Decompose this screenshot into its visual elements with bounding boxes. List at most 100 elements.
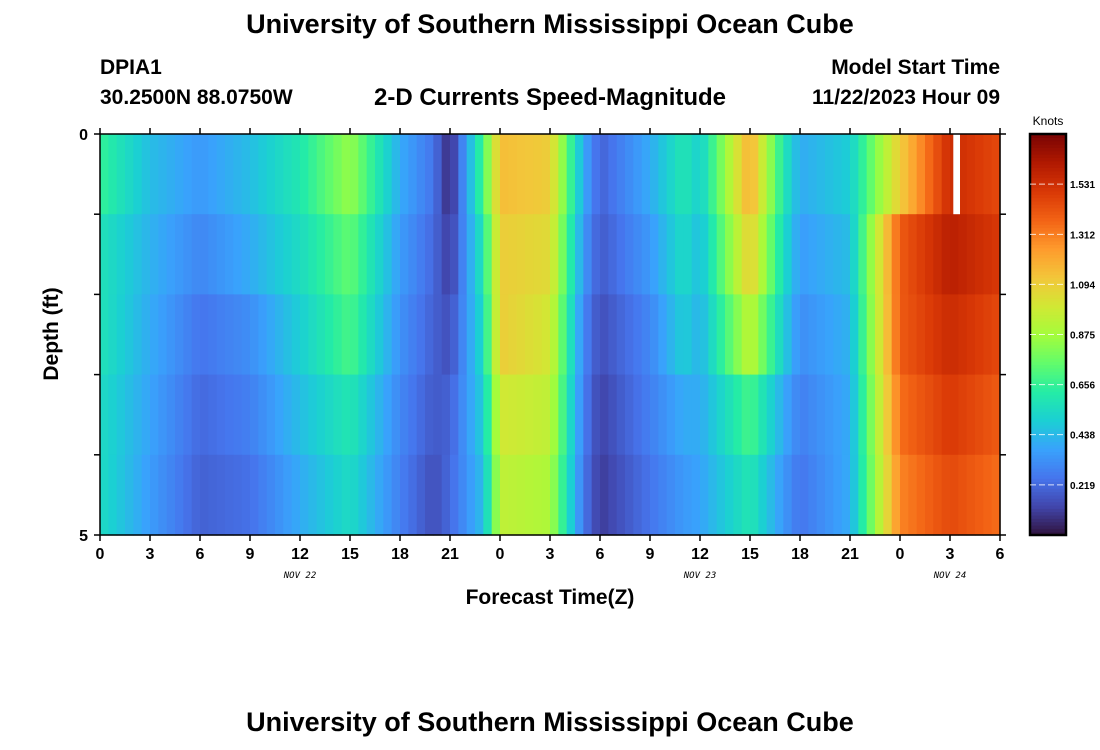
heatmap-cell <box>800 134 809 215</box>
heatmap-cell <box>808 454 818 536</box>
y-tick-label: 5 <box>79 528 88 545</box>
heatmap-cell <box>400 134 409 215</box>
heatmap-cell <box>891 294 901 376</box>
heatmap-cell <box>866 134 876 215</box>
heatmap-cell <box>375 294 384 376</box>
heatmap-cell <box>425 294 434 376</box>
colorbar-segment <box>1030 197 1066 202</box>
heatmap-cell <box>675 454 684 536</box>
colorbar-segment <box>1030 454 1066 459</box>
heatmap-cell <box>666 134 676 215</box>
heatmap-cell <box>391 134 401 215</box>
heatmap-cell <box>825 294 834 376</box>
heatmap-cell <box>925 374 934 456</box>
colorbar-segment <box>1030 384 1066 389</box>
colorbar-segment <box>1030 157 1066 162</box>
heatmap-cell <box>866 454 876 536</box>
heatmap-cell <box>750 294 759 376</box>
heatmap-cell <box>408 294 418 376</box>
x-tick-label: 18 <box>791 546 809 563</box>
y-axis-label: Depth (ft) <box>40 287 63 380</box>
colorbar-segment <box>1030 464 1066 469</box>
chart-axes: 0 3 6 9 12 15 18 21 0 3 6 9 12 15 18 21 0 3 6 NOV 22 NOV 23 N… <box>79 127 1006 581</box>
heatmap-cell <box>241 454 251 536</box>
heatmap-cell <box>891 134 901 215</box>
heatmap-cell <box>641 134 651 215</box>
heatmap-cell <box>466 294 476 376</box>
heatmap-cell <box>233 454 243 536</box>
heatmap-cell <box>408 134 418 215</box>
heatmap-cell <box>808 134 818 215</box>
heatmap-cell <box>925 294 934 376</box>
heatmap-cell <box>491 374 501 456</box>
colorbar-tick-label: 1.094 <box>1070 280 1095 291</box>
heatmap-cell <box>658 214 668 295</box>
heatmap-cell <box>733 374 743 456</box>
heatmap-cell <box>341 454 351 536</box>
heatmap-cell <box>100 294 109 376</box>
heatmap-cell <box>750 134 759 215</box>
colorbar-segment <box>1030 254 1066 259</box>
heatmap-cell <box>500 454 509 536</box>
colorbar-segment <box>1030 167 1066 172</box>
heatmap-cell <box>958 454 968 536</box>
heatmap-cell <box>141 294 151 376</box>
heatmap-cell <box>541 134 551 215</box>
heatmap-cell <box>916 294 926 376</box>
heatmap-cell <box>975 134 984 215</box>
heatmap-cell <box>516 454 526 536</box>
colorbar-segment <box>1030 531 1066 536</box>
heatmap-cell <box>225 454 234 536</box>
heatmap-cell <box>650 134 659 215</box>
x-tick-label: 0 <box>96 546 105 563</box>
heatmap-cell <box>941 134 951 215</box>
heatmap-cell <box>658 374 668 456</box>
heatmap-cell <box>300 294 309 376</box>
heatmap-cell <box>491 454 501 536</box>
heatmap-cell <box>316 454 326 536</box>
x-tick-label: 21 <box>441 546 459 563</box>
missing-data-cell <box>953 134 960 215</box>
colorbar-segment <box>1030 438 1066 443</box>
heatmap-cell <box>225 134 234 215</box>
x-tick-label: 6 <box>196 546 205 563</box>
heatmap-cell <box>825 454 834 536</box>
heatmap-cell <box>183 374 193 456</box>
heatmap-cell <box>458 374 468 456</box>
heatmap-cell <box>608 294 618 376</box>
heatmap-cell <box>116 134 126 215</box>
heatmap-cell <box>533 134 543 215</box>
heatmap-cell <box>108 214 118 295</box>
colorbar-segment <box>1030 140 1066 145</box>
heatmap-cell <box>850 214 859 295</box>
heatmap-cell <box>850 294 859 376</box>
colorbar-segment <box>1030 518 1066 523</box>
heatmap-cell <box>691 294 701 376</box>
heatmap-cell <box>541 374 551 456</box>
heatmap-cell <box>216 454 226 536</box>
heatmap-cell <box>991 214 1001 295</box>
heatmap-cell <box>308 214 318 295</box>
heatmap-cell <box>450 134 459 215</box>
heatmap-cell <box>125 454 134 536</box>
heatmap-cell <box>516 374 526 456</box>
x-tick-label: 18 <box>391 546 409 563</box>
heatmap-cell <box>375 454 384 536</box>
heatmap-cell <box>341 294 351 376</box>
x-tick-label: 3 <box>946 546 955 563</box>
colorbar-segment <box>1030 331 1066 336</box>
colorbar-tick-label: 0.656 <box>1070 381 1095 392</box>
colorbar-segment <box>1030 441 1066 446</box>
heatmap-cell <box>625 294 634 376</box>
colorbar-segment <box>1030 297 1066 302</box>
heatmap-cell <box>816 454 826 536</box>
heatmap-cell <box>233 294 243 376</box>
x-tick-label: 15 <box>341 546 359 563</box>
colorbar-segment <box>1030 257 1066 262</box>
colorbar-segment <box>1030 451 1066 456</box>
colorbar-segment <box>1030 247 1066 252</box>
heatmap-cell <box>133 374 143 456</box>
heatmap-cell <box>683 134 693 215</box>
heatmap-cell <box>941 454 951 536</box>
heatmap-cell <box>741 134 751 215</box>
